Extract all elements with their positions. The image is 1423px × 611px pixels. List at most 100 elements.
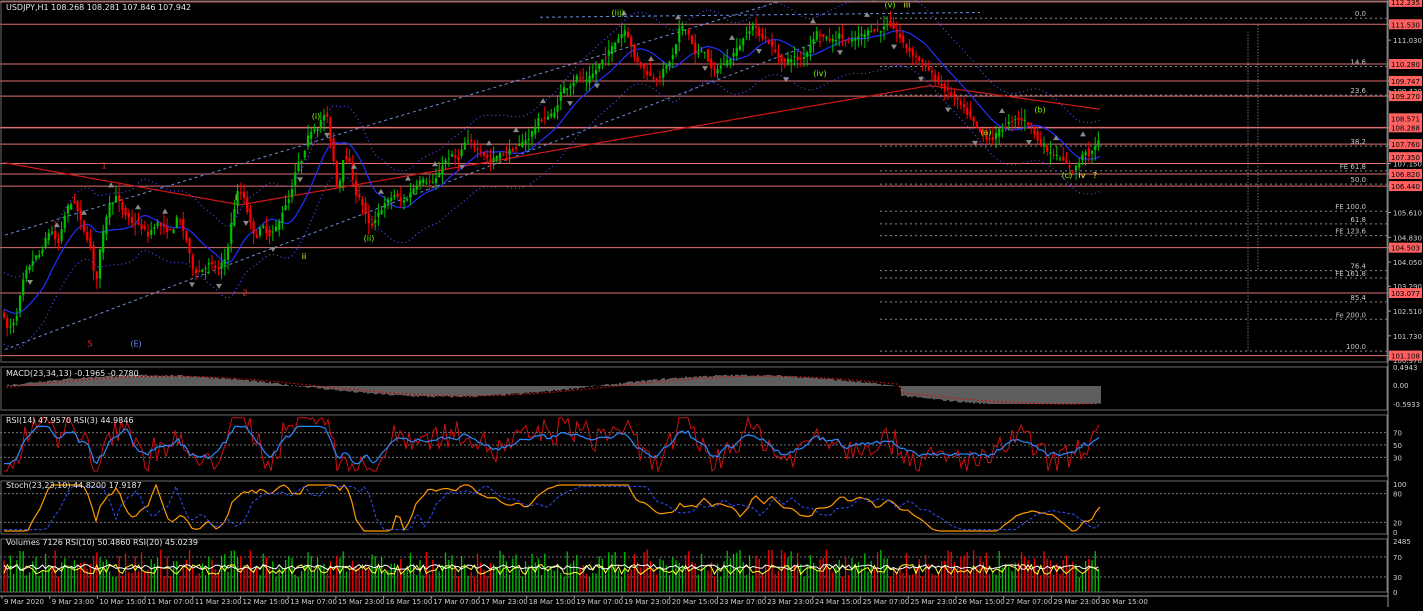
fib-level-label: 61.8 (1350, 216, 1366, 224)
candle-body (300, 161, 303, 164)
candle-body (841, 34, 844, 39)
candle-body (879, 31, 882, 33)
candle-body (310, 131, 313, 139)
rsi-panel[interactable] (0, 415, 1388, 473)
main-price-panel[interactable]: 0.0 14.6 23.6 38.2 FE 61.8 50.0 FE 100.0 61.8 FE… (0, 0, 1388, 357)
candle-body (626, 31, 630, 38)
candle-body (348, 157, 351, 163)
channel-lower-line (4, 40, 821, 350)
fractal-marker (810, 18, 816, 24)
candle-body (802, 56, 806, 59)
level-price-tag (1389, 19, 1422, 30)
candle-body (191, 255, 194, 270)
candle-body (34, 255, 38, 259)
candle-body (172, 229, 175, 234)
candle-body (764, 37, 767, 39)
candle-body (777, 52, 780, 58)
price-axis-label: 103.290 (1393, 283, 1422, 291)
candle-body (665, 64, 668, 69)
stoch-panel[interactable] (0, 483, 1388, 532)
candle-body (790, 59, 793, 63)
fractal-marker (891, 44, 897, 50)
candle-body (985, 134, 988, 140)
candle-body (217, 267, 220, 269)
candle-body (514, 147, 518, 149)
candle-body (1007, 121, 1010, 125)
candle-body (681, 25, 684, 30)
candle-body (518, 144, 521, 147)
candle-body (406, 198, 409, 201)
fib-level-label: 100.0 (1346, 343, 1366, 351)
candle-body (876, 29, 879, 31)
level-price-tag (1389, 113, 1422, 124)
panel-border (0, 366, 1388, 411)
candle-body (527, 139, 530, 141)
candle-body (969, 111, 972, 118)
candle-body (290, 189, 294, 198)
candle-body (47, 232, 50, 241)
macd-panel[interactable] (5, 374, 1101, 405)
candle-body (63, 215, 66, 229)
volume-title: Volumes 7126 RSI(10) 50.4860 RSI(20) 45.… (6, 538, 198, 547)
volume-axis-label: 2485 (1393, 538, 1411, 546)
candle-body (207, 263, 210, 265)
wave-label: (iii) (612, 9, 625, 18)
candle-body (713, 68, 716, 70)
candle-body (297, 162, 300, 172)
fractal-marker (972, 140, 978, 146)
fractal-marker (864, 11, 870, 17)
candle-body (620, 34, 623, 38)
candle-body (550, 113, 553, 117)
candle-body (374, 219, 377, 223)
fractal-marker (918, 76, 924, 82)
candle-body (562, 87, 566, 94)
candle-body (892, 22, 895, 30)
wave-label: ii (302, 252, 306, 261)
candle-body (425, 182, 428, 184)
candle-body (156, 222, 159, 227)
candle-body (674, 44, 678, 55)
candle-body (367, 213, 370, 224)
time-axis-label: 9 Mar 2020 (4, 598, 44, 606)
candle-body (114, 196, 118, 203)
candle-body (716, 69, 719, 74)
candle-body (265, 226, 268, 234)
level-price-tag-text: 109.747 (1391, 78, 1420, 86)
candle-body (825, 36, 828, 39)
candle-body (818, 34, 822, 37)
candle-body (1097, 140, 1100, 147)
candle-body (1036, 131, 1039, 141)
candle-body (719, 65, 722, 69)
candle-body (434, 178, 438, 184)
candle-body (390, 197, 393, 202)
rsi-axis-label: 50 (1393, 442, 1402, 450)
candle-body (386, 199, 390, 203)
candle-body (991, 137, 994, 141)
volume-panel[interactable] (0, 549, 1388, 592)
wave-label: (c) (1062, 171, 1073, 180)
candle-body (364, 202, 367, 214)
candle-body (582, 77, 585, 79)
candle-body (569, 86, 572, 89)
fractal-marker (324, 132, 330, 138)
fractal-marker (189, 282, 195, 288)
candle-body (748, 31, 751, 34)
level-price-tag (1389, 139, 1422, 150)
candle-body (70, 203, 73, 210)
candle-body (2, 312, 6, 318)
level-price-tag-text: 107.350 (1391, 154, 1420, 162)
macd-axis-label: 0.00 (1393, 382, 1409, 390)
candle-body (873, 29, 876, 32)
candle-body (946, 88, 950, 90)
fib-level-label: 0.0 (1355, 10, 1366, 18)
level-price-tag-text: 111.530 (1391, 21, 1420, 29)
wave-label: (v) (885, 1, 896, 10)
level-price-tag (1389, 91, 1422, 102)
candle-body (658, 76, 662, 78)
candle-body (591, 73, 594, 78)
candle-body (79, 209, 82, 220)
candle-body (774, 49, 777, 53)
